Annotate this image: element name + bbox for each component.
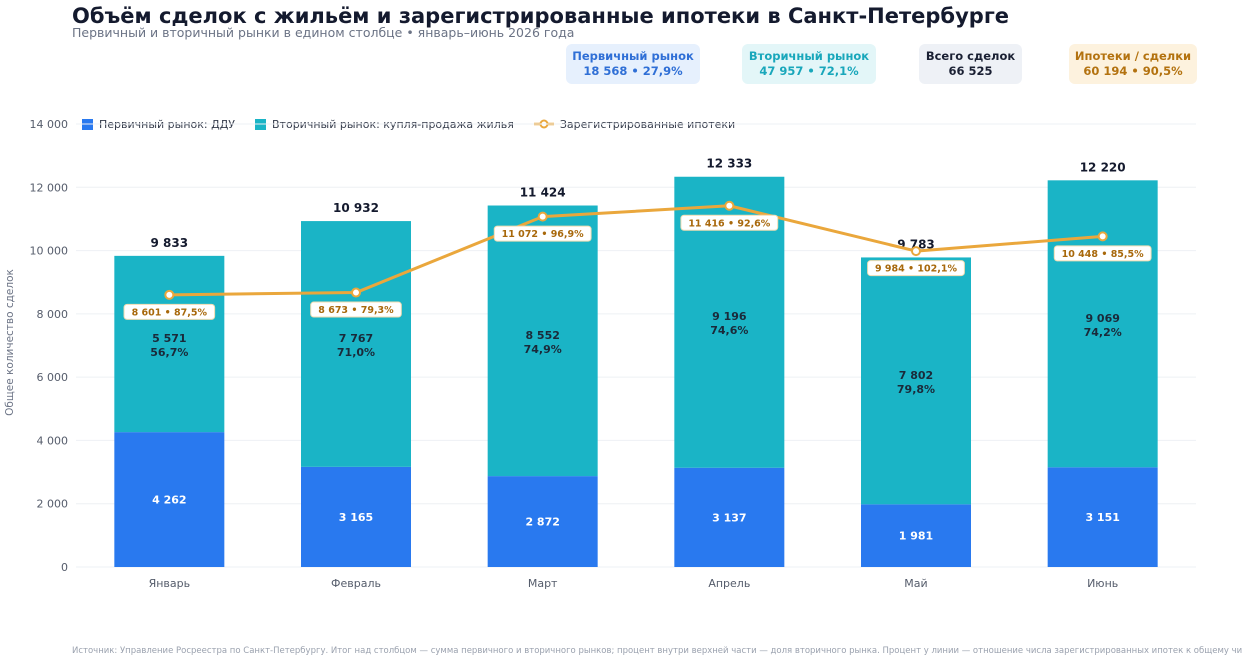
bar-secondary-share-label: 74,9% <box>524 343 562 356</box>
bar-secondary-value-label: 9 069 <box>1085 312 1119 325</box>
x-tick-label: Январь <box>149 577 191 590</box>
kpi-card-mortgage: Ипотеки / сделки 60 194 • 90,5% <box>1069 44 1197 84</box>
kpi-mortgage-label: Ипотеки / сделки <box>1074 49 1192 63</box>
bar-primary-value-label: 3 151 <box>1085 511 1119 524</box>
bar-secondary <box>861 257 971 505</box>
bar-primary <box>1047 467 1158 567</box>
bar-primary-value-label: 3 137 <box>712 511 746 524</box>
mortgage-value-label: 9 984 • 102,1% <box>875 264 957 275</box>
mortgage-value-label: 11 416 • 92,6% <box>688 218 770 229</box>
y-tick-label: 8 000 <box>37 308 69 321</box>
page-title: Объём сделок с жильём и зарегистрированн… <box>72 4 1010 28</box>
kpi-card-total: Всего сделок 66 525 <box>919 44 1022 84</box>
bar-total-label: 10 932 <box>333 201 379 215</box>
footer-source-note: Источник: Управление Росреестра по Санкт… <box>72 646 1242 656</box>
bar-total-label: 11 424 <box>520 186 566 200</box>
page-subtitle: Первичный и вторичный рынки в едином сто… <box>72 25 575 40</box>
kpi-secondary-label: Вторичный рынок <box>748 49 870 63</box>
bar-secondary-share-label: 74,2% <box>1084 326 1122 339</box>
bar-primary <box>674 467 785 567</box>
bar-primary-value-label: 4 262 <box>152 494 186 507</box>
bar-secondary-value-label: 7 802 <box>899 369 933 382</box>
bar-primary-value-label: 3 165 <box>339 511 373 524</box>
mortgage-point <box>164 289 175 300</box>
bar-secondary-value-label: 8 552 <box>525 329 559 342</box>
kpi-mortgage-value: 60 194 • 90,5% <box>1083 64 1183 78</box>
y-tick-label: 14 000 <box>30 118 69 131</box>
mortgage-value-label: 10 448 • 85,5% <box>1062 249 1144 260</box>
bar-primary <box>301 466 411 567</box>
x-tick-label: Май <box>904 577 927 590</box>
y-tick-label: 6 000 <box>37 371 69 384</box>
mortgage-point <box>911 246 921 257</box>
x-tick-label: Март <box>528 577 558 590</box>
y-tick-label: 0 <box>61 561 68 574</box>
bar-primary <box>487 476 598 567</box>
y-tick-label: 4 000 <box>37 434 69 447</box>
bar-secondary-share-label: 74,6% <box>710 324 748 337</box>
mortgage-label-box <box>680 214 779 231</box>
bar-total-label: 12 333 <box>706 157 752 171</box>
bar-secondary-value-label: 5 571 <box>152 332 186 345</box>
bar-primary <box>861 504 971 567</box>
mortgage-point <box>1097 231 1108 242</box>
bar-secondary-value-label: 9 196 <box>712 310 747 323</box>
mortgage-value-label: 11 072 • 96,9% <box>502 229 584 240</box>
kpi-card-primary: Первичный рынок 18 568 • 27,9% <box>566 44 700 84</box>
mortgage-point <box>724 200 735 211</box>
y-tick-label: 10 000 <box>30 245 69 258</box>
mortgage-value-label: 8 673 • 79,3% <box>318 305 394 316</box>
mortgage-point <box>537 211 548 222</box>
kpi-total-value: 66 525 <box>948 64 993 78</box>
mortgage-label-box <box>310 301 402 318</box>
bar-secondary <box>301 221 411 467</box>
bar-primary-value-label: 2 872 <box>525 516 559 529</box>
bar-total-label: 9 833 <box>151 236 189 250</box>
mortgage-label-box <box>493 225 592 242</box>
bar-secondary-share-label: 71,0% <box>337 346 375 359</box>
bar-total-label: 12 220 <box>1080 160 1126 174</box>
mortgage-label-box <box>867 260 965 277</box>
x-tick-label: Февраль <box>331 577 381 590</box>
y-axis-title: Общее количество сделок <box>4 269 16 416</box>
x-tick-label: Апрель <box>708 577 750 590</box>
mortgage-series-line <box>169 204 1103 297</box>
mortgage-value-label: 8 601 • 87,5% <box>132 307 208 318</box>
bar-primary <box>114 432 225 567</box>
kpi-card-secondary: Вторичный рынок 47 957 • 72,1% <box>742 44 876 84</box>
bar-secondary-share-label: 56,7% <box>150 346 188 359</box>
mortgage-label-box <box>123 303 216 320</box>
bar-secondary-share-label: 79,8% <box>897 383 935 396</box>
mortgage-label-box <box>1053 245 1152 262</box>
mortgage-point <box>351 287 361 298</box>
bar-secondary <box>114 255 225 433</box>
kpi-total-label: Всего сделок <box>925 49 1016 63</box>
kpi-primary-value: 18 568 • 27,9% <box>583 64 683 78</box>
kpi-secondary-value: 47 957 • 72,1% <box>759 64 859 78</box>
y-tick-label: 2 000 <box>37 498 69 511</box>
bar-secondary <box>1047 180 1158 468</box>
bar-secondary-value-label: 7 767 <box>339 332 373 345</box>
kpi-primary-label: Первичный рынок <box>572 49 694 63</box>
x-tick-label: Июнь <box>1087 577 1118 590</box>
y-tick-label: 12 000 <box>30 181 69 194</box>
bar-secondary <box>487 205 598 477</box>
bar-primary-value-label: 1 981 <box>899 530 933 543</box>
